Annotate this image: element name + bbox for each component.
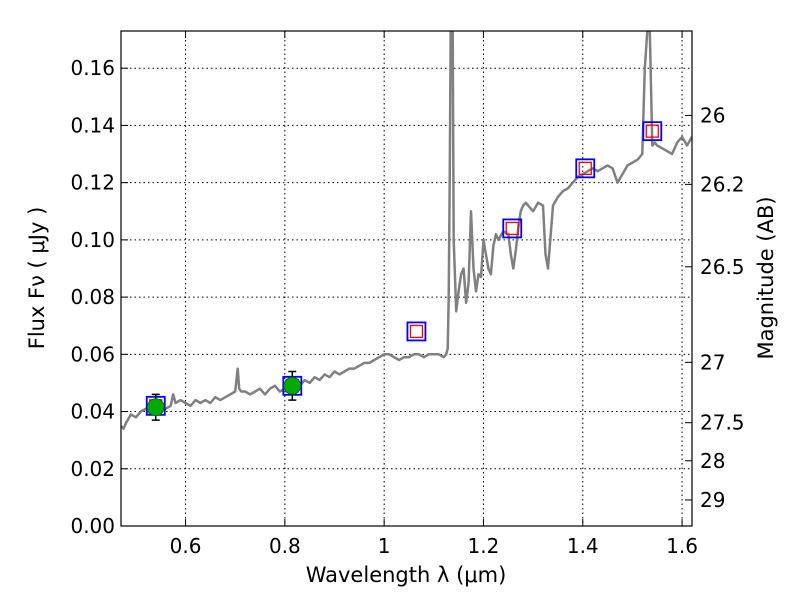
x-tick-label: 1.2 xyxy=(468,534,500,558)
observed-photometry-box xyxy=(406,321,427,342)
y-tick-label: 0.00 xyxy=(70,514,115,538)
plot-frame xyxy=(120,30,693,527)
y-right-tick-label: 27.5 xyxy=(700,411,745,435)
y-tick-label: 0.12 xyxy=(70,171,115,195)
detection-point xyxy=(283,376,302,395)
y-right-tick-label: 27 xyxy=(700,350,725,374)
y-tick-label: 0.14 xyxy=(70,113,115,137)
y-right-axis-title: Magnitude (AB) xyxy=(754,196,778,359)
x-tick-label: 0.8 xyxy=(269,534,301,558)
observed-photometry-box xyxy=(575,158,596,179)
y-tick-label: 0.08 xyxy=(70,285,115,309)
spectrum-layer xyxy=(121,31,692,430)
y-right-tick-label: 29 xyxy=(700,488,725,512)
y-tick-label: 0.06 xyxy=(70,342,115,366)
model-photometry-box xyxy=(578,161,592,175)
detection-point xyxy=(146,398,165,417)
photometry-layer xyxy=(145,121,663,421)
y-tick-label: 0.10 xyxy=(70,228,115,252)
y-tick-label: 0.16 xyxy=(70,56,115,80)
observed-photometry-box xyxy=(642,121,663,142)
y-right-tick-label: 26.2 xyxy=(700,172,745,196)
x-axis-title: Wavelength λ (μm) xyxy=(306,563,507,587)
y-right-tick-label: 26.5 xyxy=(700,255,745,279)
y-right-tick-label: 26 xyxy=(700,103,725,127)
grid xyxy=(121,31,692,526)
y-right-ticks: 26 26.2 26.5 27 27.5 28 29 xyxy=(685,103,745,512)
x-tick-label: 1 xyxy=(378,534,391,558)
spectrum-line xyxy=(121,31,692,430)
y-tick-label: 0.04 xyxy=(70,400,115,424)
model-photometry-box xyxy=(645,124,659,138)
y-axis-title: Flux Fν ( μJy ) xyxy=(25,207,49,350)
y-ticks: 0.00 0.02 0.04 0.06 0.08 0.10 0.12 0.14 0.16 xyxy=(70,56,128,538)
x-tick-label: 1.6 xyxy=(666,534,698,558)
x-ticks: 0.6 0.8 1 1.2 1.4 1.6 xyxy=(170,31,698,558)
x-tick-label: 0.6 xyxy=(170,534,202,558)
y-tick-label: 0.02 xyxy=(70,457,115,481)
x-tick-label: 1.4 xyxy=(567,534,599,558)
model-photometry-box xyxy=(505,221,519,236)
observed-photometry-box xyxy=(502,218,523,239)
y-right-tick-label: 28 xyxy=(700,449,725,473)
model-photometry-box xyxy=(409,324,424,339)
